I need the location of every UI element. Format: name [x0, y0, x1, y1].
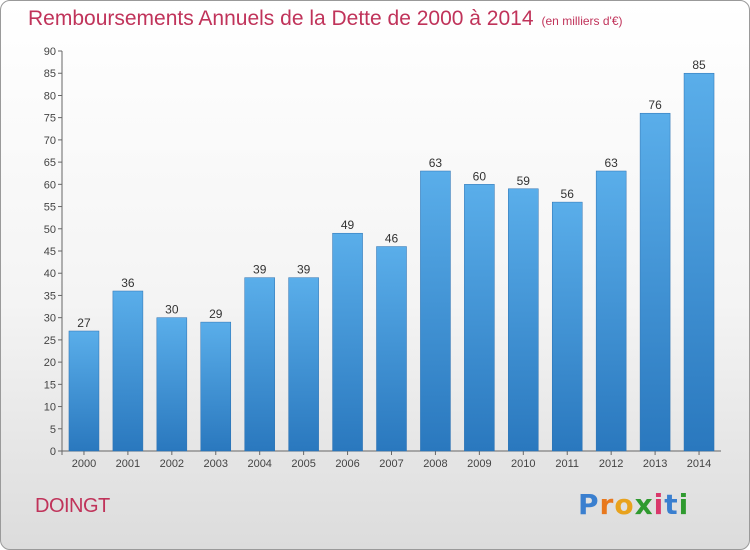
y-axis: 0 5 10 15 20 25 30 35 40 45 50 55 60 65 70 75 80 85 90	[44, 46, 63, 458]
y-tick-label: 10	[44, 402, 56, 414]
bar-2012[interactable]	[595, 170, 627, 452]
y-tick-label: 40	[44, 268, 56, 280]
chart-title-text: Remboursements Annuels de la Dette de 20…	[28, 7, 534, 30]
data-label-2013: 76	[648, 98, 662, 112]
x-tick-label-2006: 2006	[335, 458, 359, 470]
bar-2000[interactable]	[68, 330, 100, 452]
proxiti-logo[interactable]: Proxiti	[578, 488, 689, 521]
x-tick-label-2012: 2012	[599, 458, 623, 470]
bar-2004[interactable]	[244, 277, 275, 452]
y-tick-label: 65	[44, 157, 56, 169]
data-label-2010: 59	[517, 174, 531, 188]
y-tick-label: 5	[50, 424, 56, 436]
bar-2001[interactable]	[112, 290, 144, 452]
y-tick-label: 50	[44, 224, 56, 236]
x-tick-label-2000: 2000	[72, 458, 96, 470]
x-tick-label-2010: 2010	[511, 458, 535, 470]
y-tick-label: 45	[44, 246, 56, 258]
y-tick-label: 70	[44, 135, 56, 147]
logo-letter: r	[599, 488, 615, 521]
y-tick-label: 25	[44, 335, 56, 347]
bar-2009[interactable]	[464, 184, 495, 452]
town-name: DOINGT	[35, 495, 110, 517]
bar-2006[interactable]	[332, 232, 363, 452]
y-tick-label: 80	[44, 90, 56, 102]
bar-2008[interactable]	[420, 170, 451, 452]
x-tick-label-2005: 2005	[291, 458, 315, 470]
data-label-2001: 36	[121, 276, 135, 290]
y-tick-label: 15	[44, 379, 56, 391]
data-label-2002: 30	[165, 303, 179, 317]
bar-2003[interactable]	[200, 321, 232, 452]
logo-letter: i	[678, 488, 690, 521]
data-label-2011: 56	[561, 187, 575, 201]
y-tick-label: 60	[44, 179, 56, 191]
data-label-2007: 46	[385, 232, 399, 246]
y-tick-label: 90	[44, 46, 56, 58]
x-tick-label-2008: 2008	[423, 458, 447, 470]
logo-letter: x	[634, 488, 654, 521]
x-tick-label-2013: 2013	[643, 458, 667, 470]
data-label-2006: 49	[341, 218, 355, 232]
y-tick-label: 55	[44, 202, 56, 214]
x-tick-label-2002: 2002	[160, 458, 184, 470]
chart-subtitle: (en milliers d'€)	[541, 14, 623, 28]
logo-letter: P	[578, 488, 600, 521]
x-tick-label-2014: 2014	[687, 458, 711, 470]
data-label-2008: 63	[429, 156, 443, 170]
data-label-2005: 39	[297, 263, 311, 277]
logo-letter: i	[653, 488, 665, 521]
bar-2002[interactable]	[156, 317, 188, 452]
chart-title: Remboursements Annuels de la Dette de 20…	[28, 7, 623, 31]
data-label-2004: 39	[253, 263, 267, 277]
bar-2011[interactable]	[551, 201, 583, 452]
bar-series: 27 36 30 29 39 39 49 46 63 60 59 56 63 76 85	[68, 58, 715, 452]
y-tick-label: 85	[44, 68, 56, 80]
bar-2007[interactable]	[376, 246, 407, 452]
y-tick-label: 35	[44, 290, 56, 302]
x-tick-label-2004: 2004	[247, 458, 271, 470]
y-tick-label: 0	[50, 446, 56, 458]
bar-2010[interactable]	[508, 188, 539, 452]
bar-2005[interactable]	[288, 277, 319, 452]
y-tick-label: 75	[44, 113, 56, 125]
data-label-2003: 29	[209, 307, 223, 321]
data-label-2000: 27	[77, 316, 91, 330]
y-tick-label: 30	[44, 313, 56, 325]
logo-letter: o	[614, 488, 635, 521]
x-tick-label-2001: 2001	[116, 458, 140, 470]
y-tick-label: 20	[44, 357, 56, 369]
bar-2013[interactable]	[639, 112, 671, 452]
x-tick-label-2009: 2009	[467, 458, 491, 470]
logo-letter: t	[664, 488, 679, 521]
x-tick-label-2011: 2011	[555, 458, 579, 470]
data-label-2014: 85	[692, 58, 706, 72]
data-label-2009: 60	[473, 169, 487, 183]
x-tick-label-2003: 2003	[204, 458, 228, 470]
data-label-2012: 63	[604, 156, 618, 170]
x-axis: 2000 2001 2002 2003 2004 2005 2006 2007 2008 2009…	[58, 450, 721, 470]
x-tick-label-2007: 2007	[379, 458, 403, 470]
bar-2014[interactable]	[683, 72, 715, 452]
